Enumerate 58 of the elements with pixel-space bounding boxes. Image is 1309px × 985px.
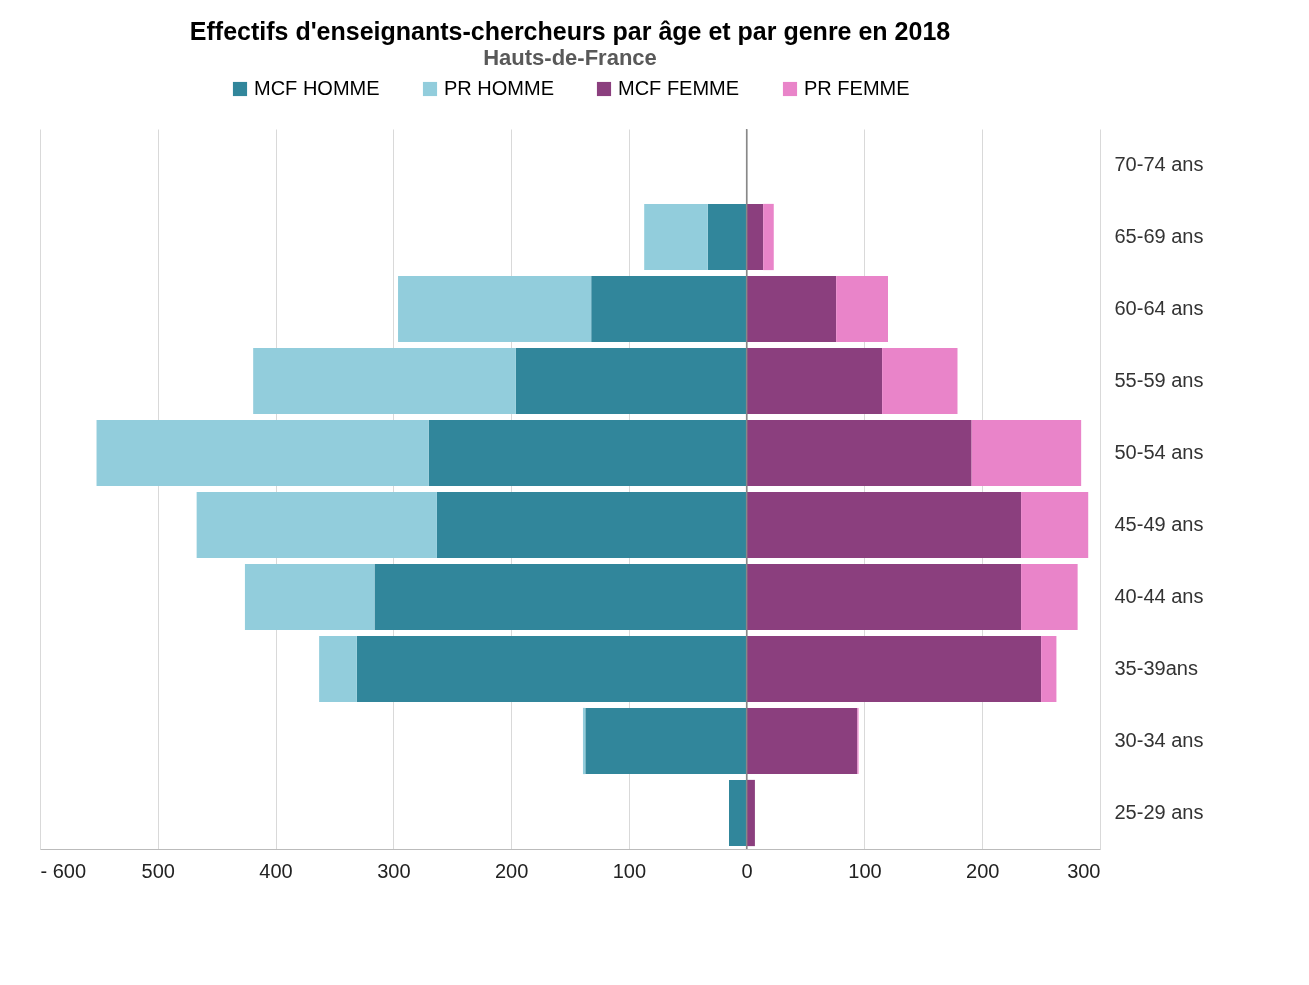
x-tick-label: 0 [741,859,753,882]
x-tick-label: 300 [377,859,411,882]
bar [515,347,747,415]
bar [836,275,888,343]
bar [746,635,1042,703]
bar [374,563,747,631]
x-tick-label: 300 [1067,859,1101,882]
bar [1041,635,1057,703]
bar [746,779,755,847]
bar [729,779,747,847]
x-tick-label: 400 [259,859,293,882]
bar [398,275,592,343]
bar [707,203,747,271]
bar [436,491,747,559]
bar [244,563,375,631]
y-tick-label: 25-29 ans [1114,801,1204,823]
bar [585,707,747,775]
x-tick-label: 500 [141,859,175,882]
y-tick-label: 35-39ans [1114,657,1198,679]
bar [746,563,1022,631]
y-tick-label: 50-54 ans [1114,441,1204,463]
x-tick-label: 100 [612,859,647,882]
x-tick-label: - 600 [40,859,87,882]
y-tick-label: 30-34 ans [1114,729,1204,751]
y-tick-label: 55-59 ans [1114,369,1204,391]
y-tick-label: 70-74 ans [1114,153,1204,175]
x-tick-label: 100 [848,859,882,882]
bar [882,347,958,415]
bar [971,419,1082,487]
bar [196,491,437,559]
bar [746,347,883,415]
legend-label: MCF FEMME [618,77,740,99]
bar [591,275,747,343]
bar [319,635,357,703]
bar [746,707,858,775]
bar [428,419,747,487]
y-tick-label: 40-44 ans [1114,585,1204,607]
bar [96,419,429,487]
bar [746,203,764,271]
chart-title: Effectifs d'enseignants-chercheurs par âge et par genre en 2018 [189,17,951,45]
y-tick-label: 45-49 ans [1114,513,1204,535]
legend-label: PR HOMME [444,77,554,99]
y-tick-label: 60-64 ans [1114,297,1204,319]
bar [356,635,747,703]
bar [253,347,516,415]
bar [746,275,837,343]
bar [746,419,972,487]
bar [644,203,708,271]
bar [1021,491,1089,559]
bar [1021,563,1078,631]
x-tick-label: 200 [966,859,1000,882]
bar [763,203,774,271]
chart-subtitle: Hauts-de-France [483,45,657,70]
y-tick-label: 65-69 ans [1114,225,1204,247]
legend-label: MCF HOMME [254,77,380,99]
legend-label: PR FEMME [804,77,910,99]
bar [746,491,1022,559]
x-tick-label: 200 [494,859,529,882]
